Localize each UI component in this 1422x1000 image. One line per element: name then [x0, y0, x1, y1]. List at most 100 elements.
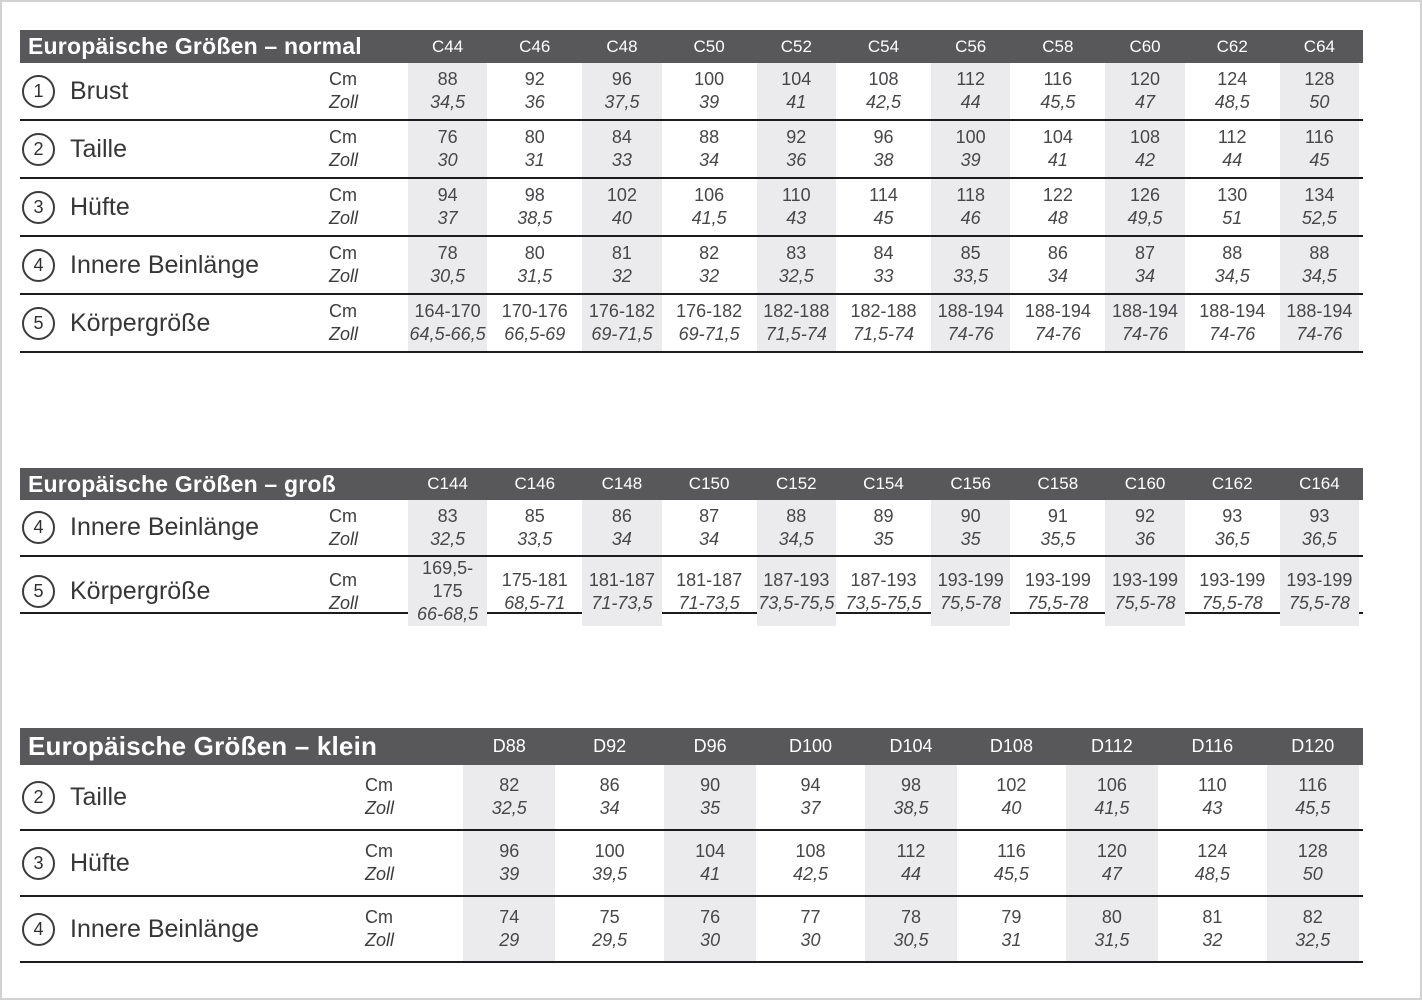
cm-value: 188-194 [1024, 301, 1091, 321]
zoll-value: 75,5-78 [1027, 592, 1089, 613]
row-label: Taille [70, 782, 127, 811]
cm-value: 187-193 [850, 569, 917, 590]
cm-value: 193-199 [937, 569, 1004, 590]
zoll-value: 74-76 [1296, 324, 1343, 344]
cm-value: 124 [1197, 841, 1228, 861]
zoll-value: 50 [1309, 92, 1330, 112]
cm-value: 193-199 [1024, 569, 1091, 590]
zoll-value: 30 [437, 150, 458, 170]
zoll-value: 34,5 [1214, 266, 1250, 286]
cm-value: 128 [1304, 69, 1335, 89]
cm-value: 182-188 [850, 301, 917, 321]
zoll-value: 71,5-74 [852, 324, 915, 344]
zoll-value: 41,5 [1094, 798, 1130, 818]
zoll-value: 45,5 [993, 864, 1029, 884]
column-header: C60 [1129, 36, 1161, 56]
column-header: D108 [989, 736, 1033, 756]
table-row: 3 Hüfte Cm Zoll 96 39 100 39,5 104 41 108 42,5 112 44… [20, 831, 1363, 897]
zoll-value: 32,5 [430, 528, 466, 549]
unit-label-cm: Cm [329, 569, 357, 590]
row-label-cell: 4 Innere Beinlänge [20, 237, 329, 293]
zoll-value: 33,5 [517, 528, 553, 549]
cm-value: 76 [700, 907, 721, 927]
zoll-value: 31,5 [1094, 930, 1130, 950]
zoll-value: 69-71,5 [678, 324, 740, 344]
cm-value: 106 [694, 185, 725, 205]
value-cell: 176-182 69-71,5 [578, 295, 665, 351]
unit-label-zoll: Zoll [329, 324, 359, 344]
value-cell: 83 32,5 [753, 237, 840, 293]
value-cell: 120 47 [1101, 63, 1188, 119]
value-cell: 74 29 [459, 897, 559, 961]
cm-value: 100 [955, 127, 986, 147]
value-cell: 76 30 [660, 897, 760, 961]
zoll-value: 39,5 [592, 864, 628, 884]
value-cell: 128 50 [1263, 831, 1363, 895]
table-row: 3 Hüfte Cm Zoll 94 37 98 38,5 102 40 106 41,5 110 43 1… [20, 179, 1363, 237]
cm-value: 96 [611, 69, 632, 89]
cm-value: 86 [611, 505, 632, 526]
zoll-value: 71-73,5 [591, 592, 653, 613]
zoll-value: 44 [1222, 150, 1243, 170]
value-cell: 96 38 [840, 121, 927, 177]
value-cell: 94 37 [760, 765, 860, 829]
value-cell: 86 34 [559, 765, 659, 829]
column-header: D92 [593, 736, 627, 756]
table-title: Europäische Größen – normal [28, 33, 362, 59]
cm-value: 116 [997, 841, 1026, 861]
zoll-value: 36,5 [1214, 528, 1250, 549]
value-cell: 89 35 [840, 500, 927, 555]
value-cell: 182-188 71,5-74 [753, 295, 840, 351]
cm-value: 120 [1096, 841, 1127, 861]
column-header: D96 [693, 736, 727, 756]
zoll-value: 49,5 [1127, 208, 1163, 228]
column-header: D100 [789, 736, 833, 756]
cm-value: 88 [437, 69, 458, 89]
row-number-badge: 4 [22, 511, 55, 544]
column-header: C46 [519, 36, 551, 56]
column-header: C54 [867, 36, 900, 56]
value-cell: 100 39 [927, 121, 1014, 177]
value-cell: 88 34,5 [1189, 237, 1276, 293]
cm-value: 102 [996, 775, 1027, 795]
value-cell: 170-176 66,5-69 [491, 295, 578, 351]
value-cell: 92 36 [491, 63, 578, 119]
cm-value: 75 [599, 907, 620, 927]
column-header: C148 [601, 474, 643, 493]
zoll-value: 44 [900, 864, 921, 884]
value-cell: 86 34 [1014, 237, 1101, 293]
value-cell: 93 36,5 [1276, 500, 1363, 555]
cm-value: 187-193 [763, 569, 830, 590]
row-label-cell: 2 Taille [20, 765, 365, 829]
zoll-value: 66-68,5 [417, 604, 479, 624]
value-cell: 124 48,5 [1162, 831, 1262, 895]
column-header: D120 [1291, 736, 1335, 756]
zoll-value: 32,5 [778, 266, 814, 286]
value-cell: 193-199 75,5-78 [1101, 557, 1188, 626]
cm-value: 84 [611, 127, 632, 147]
row-label: Körpergröße [70, 308, 211, 337]
zoll-value: 36 [786, 150, 807, 170]
table-title: Europäische Größen – groß [28, 470, 336, 497]
value-cell: 193-199 75,5-78 [1276, 557, 1363, 626]
cm-value: 91 [1047, 505, 1068, 526]
cm-value: 108 [1130, 127, 1161, 147]
row-label-cell: 3 Hüfte [20, 831, 365, 895]
value-cell: 104 41 [660, 831, 760, 895]
cm-value: 176-182 [588, 301, 655, 321]
table-header-bar: Europäische Größen – klein D88 D92 D96 D100 D… [20, 728, 1363, 765]
column-header: C160 [1124, 474, 1166, 493]
unit-labels-cell: Cm Zoll [329, 237, 404, 293]
cm-value: 108 [795, 841, 826, 861]
value-cell: 102 40 [961, 765, 1061, 829]
value-cell: 116 45,5 [1263, 765, 1363, 829]
value-cell: 169,5-175 66-68,5 [404, 557, 491, 626]
zoll-value: 32,5 [491, 798, 527, 818]
cm-value: 85 [524, 505, 545, 526]
value-cell: 83 32,5 [404, 500, 491, 555]
unit-label-cm: Cm [329, 69, 357, 89]
value-cell: 124 48,5 [1189, 63, 1276, 119]
zoll-value: 45,5 [1040, 92, 1076, 112]
zoll-value: 35 [873, 528, 894, 549]
column-header: D88 [492, 736, 526, 756]
